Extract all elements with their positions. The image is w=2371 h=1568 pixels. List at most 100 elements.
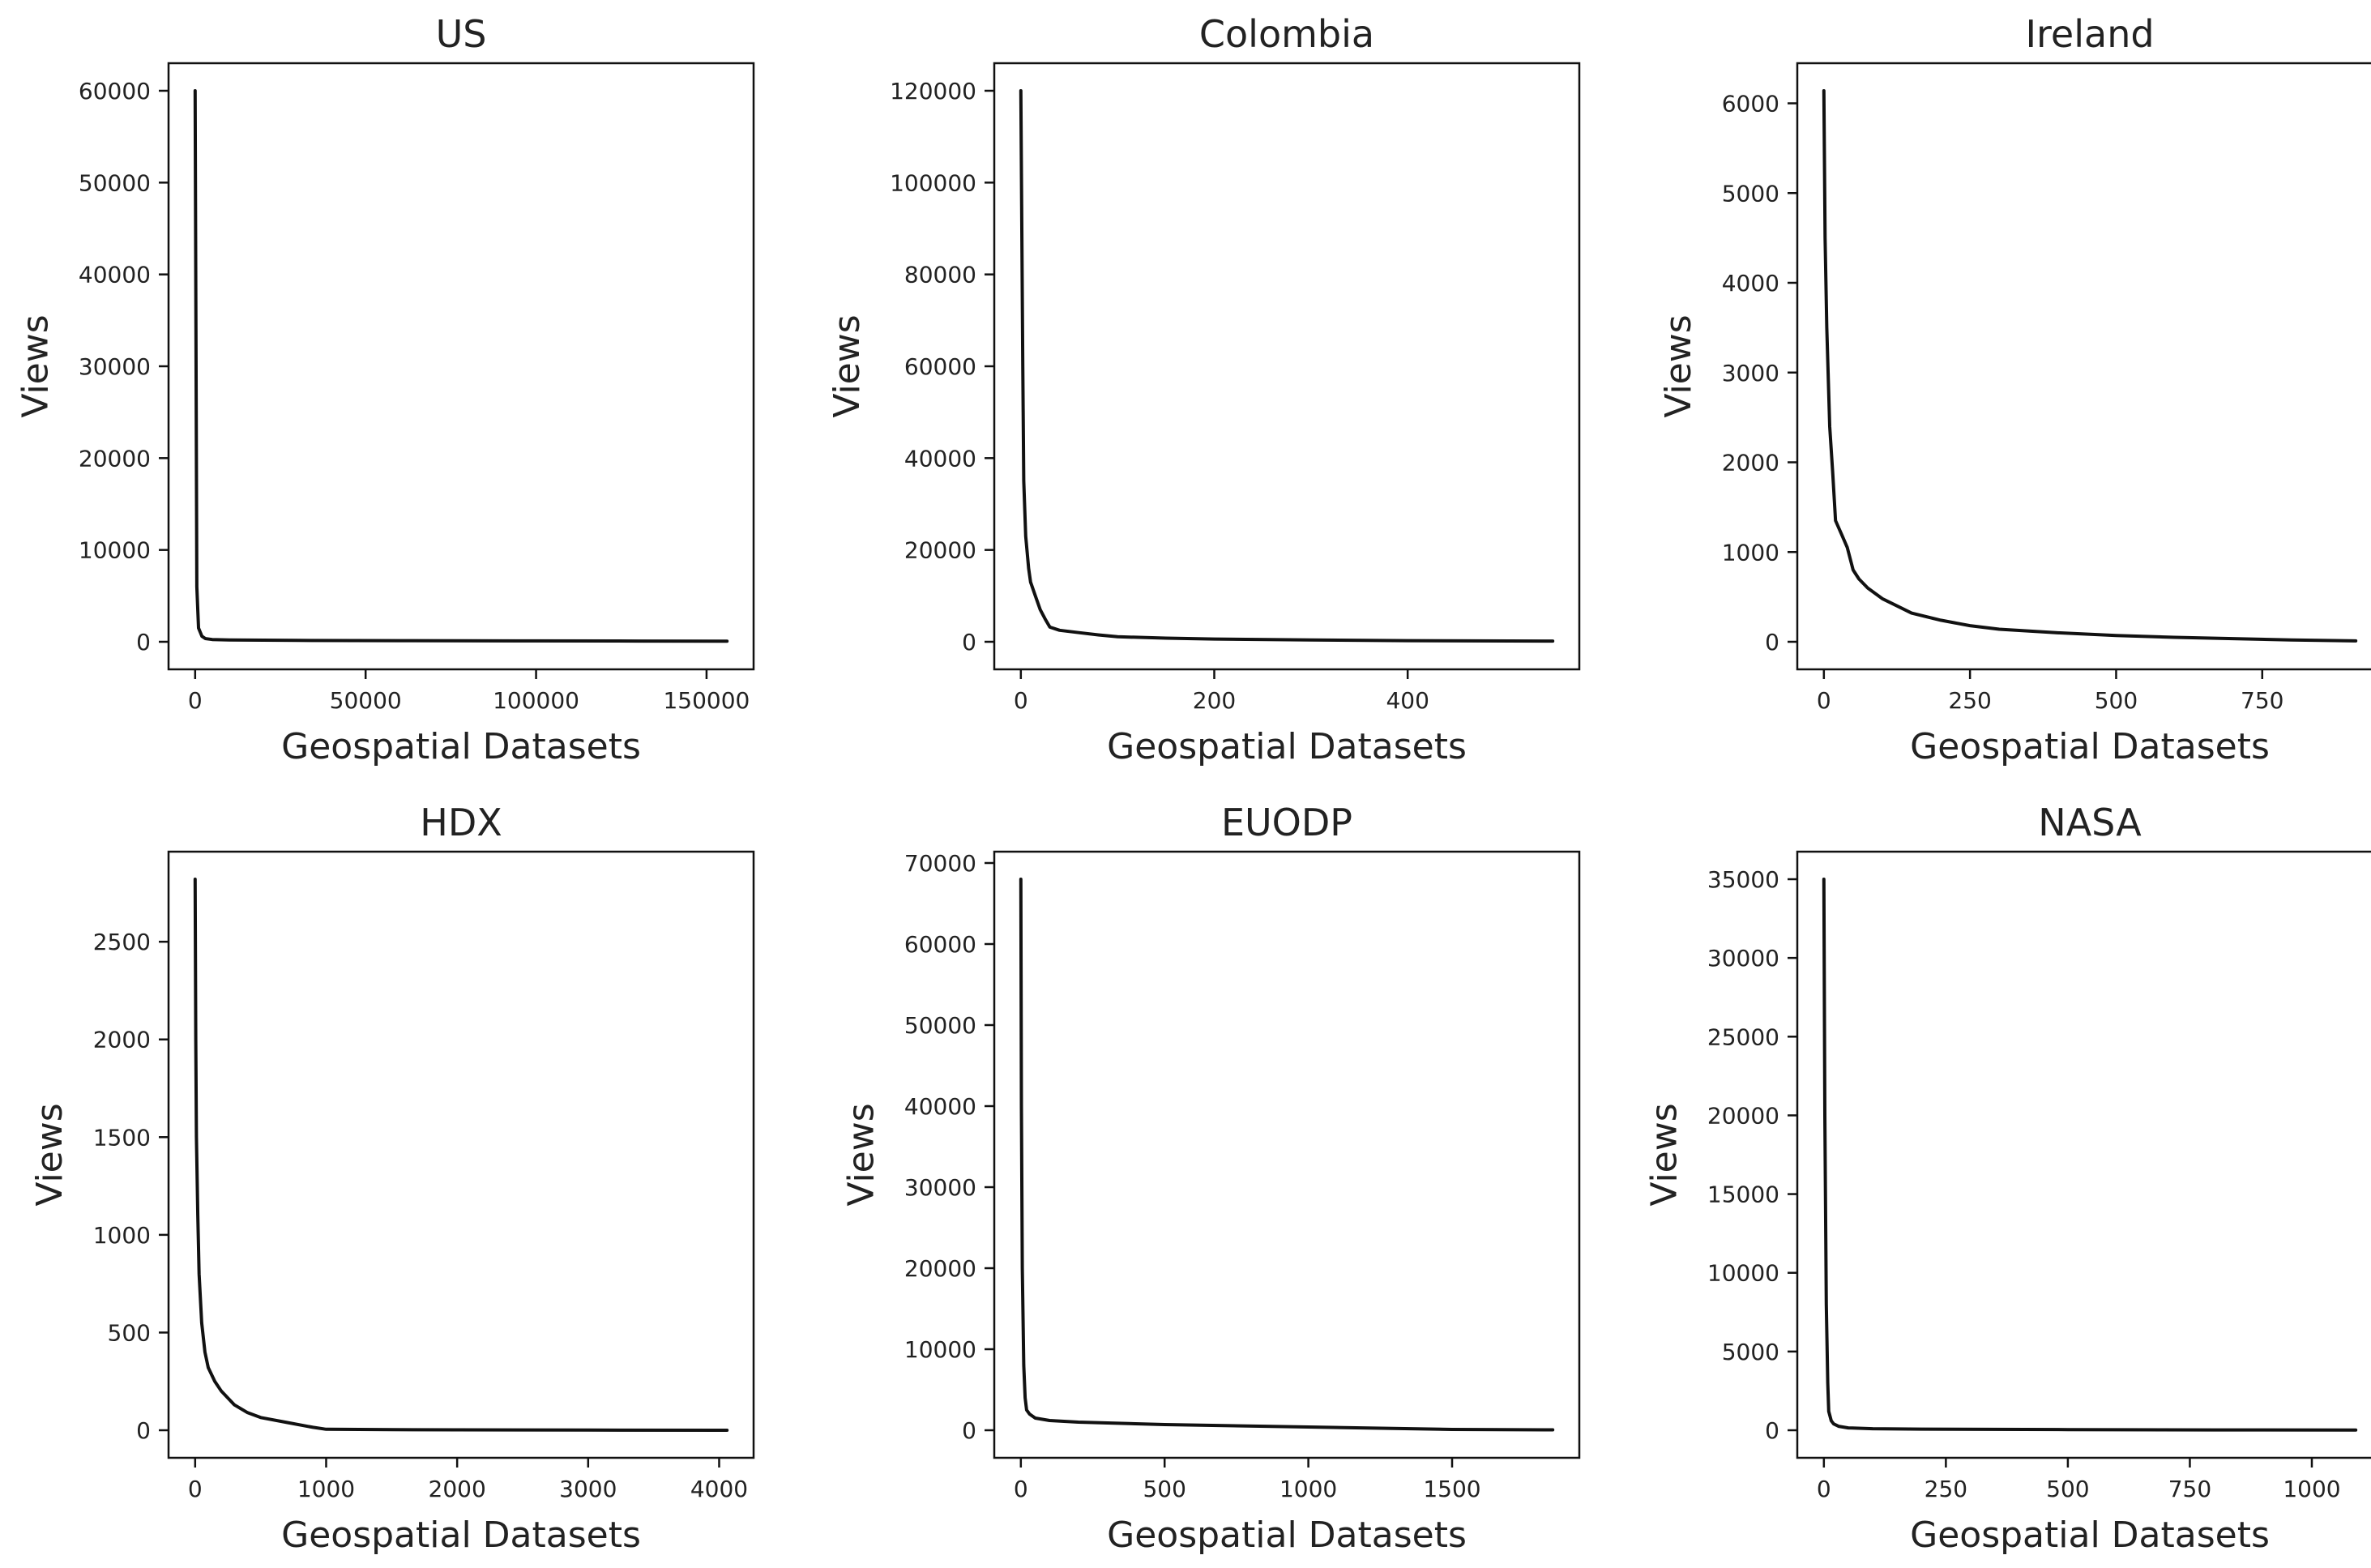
chart-title: EUODP bbox=[1221, 801, 1352, 844]
y-tick-label: 20000 bbox=[1707, 1102, 1779, 1129]
y-tick-label: 80000 bbox=[904, 262, 976, 288]
y-tick-label: 60000 bbox=[904, 353, 976, 380]
chart-title: Ireland bbox=[2025, 12, 2154, 56]
x-tick-label: 0 bbox=[188, 1476, 203, 1502]
plot-frame bbox=[169, 63, 754, 669]
y-tick-label: 5000 bbox=[1722, 1339, 1779, 1365]
plot-frame bbox=[994, 852, 1579, 1458]
x-tick-label: 50000 bbox=[330, 687, 402, 714]
y-tick-label: 100000 bbox=[890, 169, 976, 196]
x-tick-label: 1500 bbox=[1423, 1476, 1480, 1502]
plot-frame bbox=[1797, 63, 2371, 669]
x-tick-label: 500 bbox=[2095, 687, 2138, 714]
x-tick-label: 500 bbox=[2046, 1476, 2089, 1502]
y-tick-label: 1000 bbox=[93, 1222, 151, 1249]
y-tick-label: 20000 bbox=[79, 445, 151, 472]
x-tick-label: 250 bbox=[1925, 1476, 1967, 1502]
subplot-us: 0 50000 100000 150000 0 10000 20000 30000 40000 5… bbox=[15, 12, 754, 767]
x-tick-label: 1000 bbox=[1279, 1476, 1337, 1502]
y-tick-label: 50000 bbox=[904, 1012, 976, 1039]
y-tick-label: 30000 bbox=[79, 353, 151, 380]
y-axis-label: Views bbox=[1644, 1103, 1685, 1206]
x-tick-label: 200 bbox=[1193, 687, 1236, 714]
x-axis-label: Geospatial Datasets bbox=[1910, 1515, 2270, 1556]
x-axis-label: Geospatial Datasets bbox=[1107, 1515, 1467, 1556]
series-line bbox=[1021, 91, 1553, 641]
plot-frame bbox=[1797, 852, 2371, 1458]
y-tick-label: 10000 bbox=[904, 1336, 976, 1363]
chart-title: Colombia bbox=[1199, 12, 1374, 56]
x-tick-label: 4000 bbox=[690, 1476, 748, 1502]
series-line bbox=[1824, 879, 2356, 1430]
y-tick-label: 0 bbox=[1765, 1417, 1779, 1444]
x-tick-label: 500 bbox=[1143, 1476, 1186, 1502]
x-tick-label: 0 bbox=[1817, 1476, 1831, 1502]
series-line bbox=[1021, 879, 1553, 1430]
y-axis-label: Views bbox=[29, 1103, 70, 1206]
y-tick-label: 40000 bbox=[79, 262, 151, 288]
x-tick-label: 0 bbox=[1014, 687, 1028, 714]
y-tick-label: 6000 bbox=[1722, 91, 1779, 117]
y-tick-label: 40000 bbox=[904, 1093, 976, 1120]
y-axis-label: Views bbox=[841, 1103, 882, 1206]
y-tick-label: 0 bbox=[1765, 629, 1779, 656]
x-tick-label: 1000 bbox=[2283, 1476, 2340, 1502]
y-tick-label: 70000 bbox=[904, 850, 976, 877]
chart-title: NASA bbox=[2038, 801, 2142, 844]
y-tick-label: 2000 bbox=[93, 1027, 151, 1053]
y-tick-label: 3000 bbox=[1722, 360, 1779, 387]
y-tick-label: 1000 bbox=[1722, 539, 1779, 566]
x-tick-label: 250 bbox=[1948, 687, 1991, 714]
series-line bbox=[1824, 91, 2356, 641]
y-tick-label: 2500 bbox=[93, 929, 151, 955]
chart-title: HDX bbox=[420, 801, 502, 844]
y-tick-label: 0 bbox=[962, 629, 976, 656]
y-tick-label: 35000 bbox=[1707, 866, 1779, 893]
y-tick-label: 50000 bbox=[79, 169, 151, 196]
x-axis-label: Geospatial Datasets bbox=[281, 726, 641, 767]
x-tick-label: 150000 bbox=[663, 687, 750, 714]
y-tick-label: 5000 bbox=[1722, 180, 1779, 207]
y-axis-label: Views bbox=[1658, 314, 1699, 417]
x-tick-label: 400 bbox=[1386, 687, 1429, 714]
y-tick-label: 25000 bbox=[1707, 1023, 1779, 1050]
x-tick-label: 750 bbox=[2241, 687, 2283, 714]
y-axis-label: Views bbox=[827, 314, 868, 417]
chart-title: US bbox=[436, 12, 487, 56]
y-axis-label: Views bbox=[15, 314, 57, 417]
y-tick-label: 20000 bbox=[904, 537, 976, 564]
y-tick-label: 30000 bbox=[1707, 945, 1779, 972]
x-axis-label: Geospatial Datasets bbox=[1107, 726, 1467, 767]
series-line bbox=[195, 91, 727, 641]
y-tick-label: 20000 bbox=[904, 1255, 976, 1282]
y-tick-label: 0 bbox=[136, 629, 151, 656]
y-tick-label: 2000 bbox=[1722, 450, 1779, 476]
y-tick-label: 60000 bbox=[904, 931, 976, 958]
y-tick-label: 120000 bbox=[890, 78, 976, 105]
x-tick-label: 0 bbox=[1014, 1476, 1028, 1502]
x-tick-label: 2000 bbox=[429, 1476, 486, 1502]
subplot-hdx: 0 1000 2000 3000 4000 0 500 1000 1500 2000 2500 HDX… bbox=[29, 801, 754, 1556]
y-tick-label: 500 bbox=[108, 1319, 151, 1346]
x-tick-label: 0 bbox=[188, 687, 203, 714]
y-tick-label: 60000 bbox=[79, 78, 151, 105]
y-tick-label: 0 bbox=[962, 1417, 976, 1444]
series-line bbox=[195, 879, 727, 1430]
y-tick-label: 15000 bbox=[1707, 1181, 1779, 1208]
x-tick-label: 0 bbox=[1817, 687, 1831, 714]
y-tick-label: 10000 bbox=[79, 537, 151, 564]
x-tick-label: 100000 bbox=[493, 687, 579, 714]
y-tick-label: 1500 bbox=[93, 1124, 151, 1151]
plot-frame bbox=[994, 63, 1579, 669]
y-tick-label: 0 bbox=[136, 1417, 151, 1444]
x-axis-label: Geospatial Datasets bbox=[1910, 726, 2270, 767]
x-axis-label: Geospatial Datasets bbox=[281, 1515, 641, 1556]
x-tick-label: 1000 bbox=[297, 1476, 355, 1502]
x-tick-label: 3000 bbox=[559, 1476, 617, 1502]
plot-frame bbox=[169, 852, 754, 1458]
